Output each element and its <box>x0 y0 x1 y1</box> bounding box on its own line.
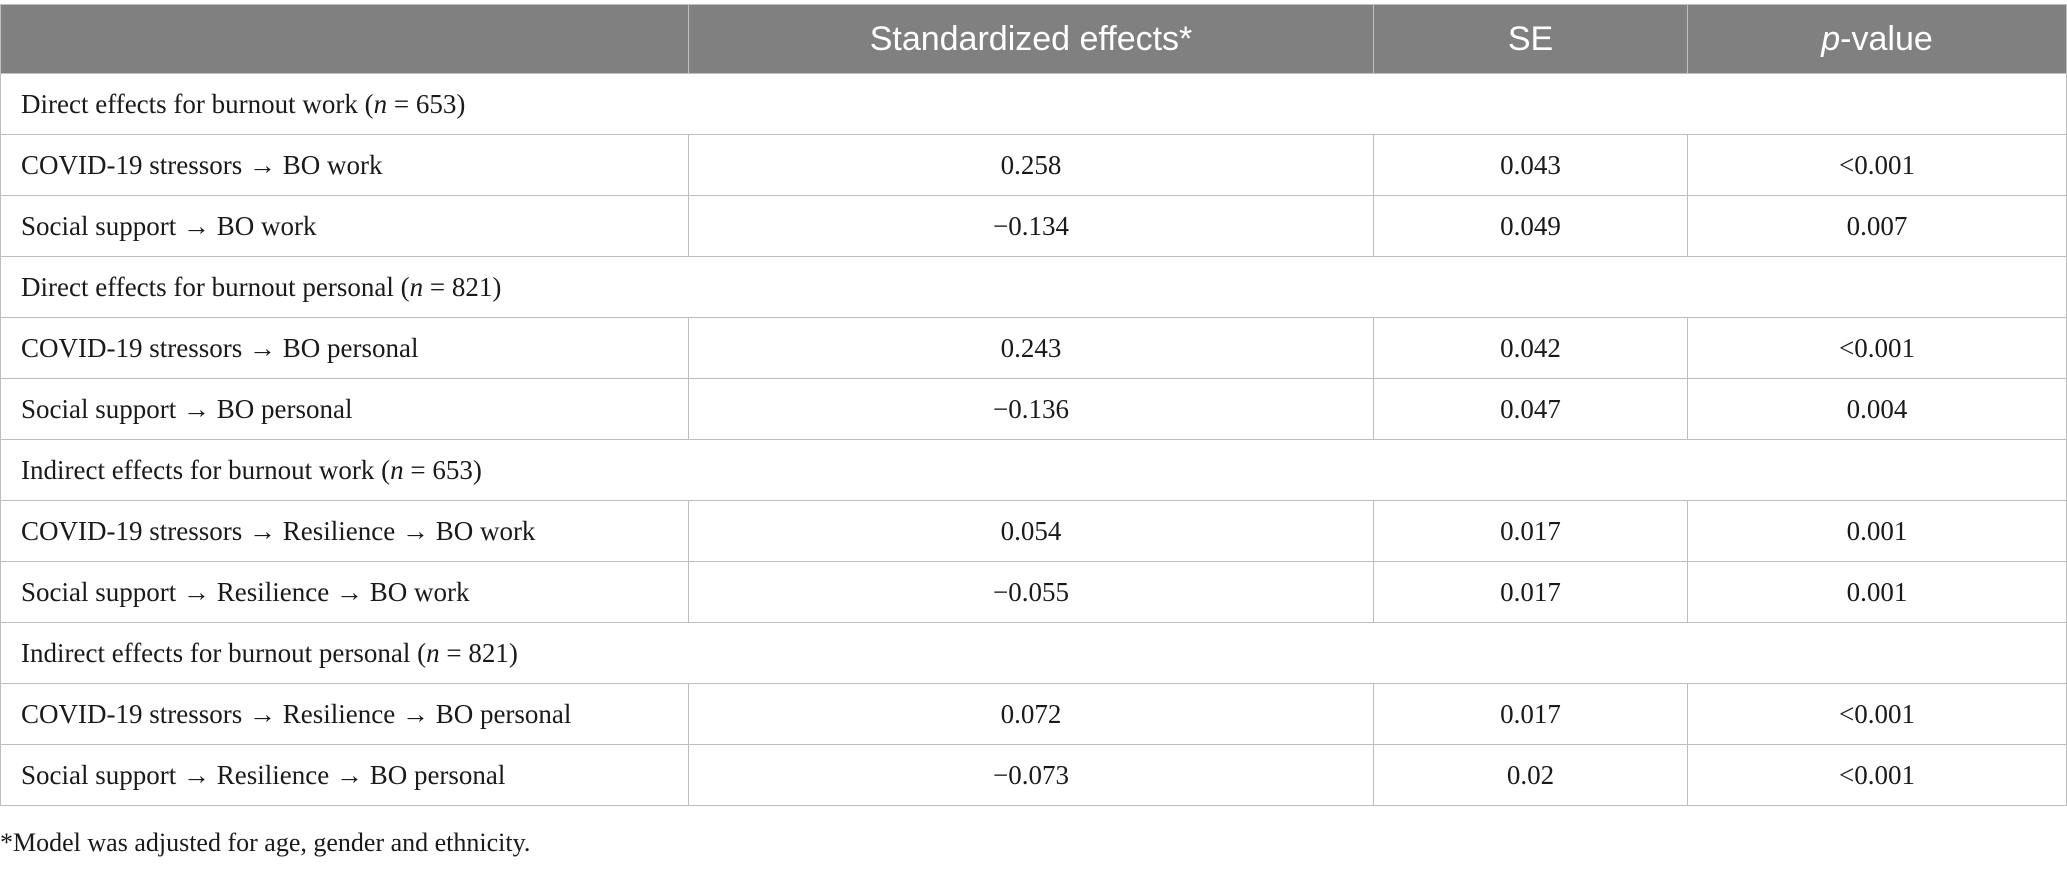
results-table: Standardized effects* SE p-value Direct … <box>0 4 2067 806</box>
table-body: Direct effects for burnout work (n = 653… <box>0 73 2067 806</box>
p-value: 0.007 <box>1687 195 2067 257</box>
p-value: <0.001 <box>1687 744 2067 806</box>
n-symbol: n <box>390 454 404 485</box>
n-value: = 653) <box>403 454 482 485</box>
header-p-symbol: p <box>1821 19 1841 58</box>
section-title-text: Indirect effects for burnout personal ( <box>21 637 427 668</box>
header-p-value: p-value <box>1687 4 2067 74</box>
table-row: Social support → BO personal −0.136 0.04… <box>0 378 2067 440</box>
effect-value: −0.136 <box>688 378 1374 440</box>
table-footnote: *Model was adjusted for age, gender and … <box>0 828 531 857</box>
path-label: COVID-19 stressors → BO work <box>0 134 689 196</box>
p-value: <0.001 <box>1687 134 2067 196</box>
n-symbol: n <box>373 88 388 119</box>
section-row: Indirect effects for burnout work (n = 6… <box>0 439 2067 501</box>
section-title: Direct effects for burnout personal (n =… <box>0 256 2067 318</box>
p-value: 0.001 <box>1687 561 2067 623</box>
se-value: 0.017 <box>1373 500 1688 562</box>
n-symbol: n <box>409 271 424 302</box>
header-p-suffix: -value <box>1840 19 1933 58</box>
effect-value: 0.243 <box>688 317 1374 379</box>
p-value: <0.001 <box>1687 317 2067 379</box>
se-value: 0.042 <box>1373 317 1688 379</box>
path-label: COVID-19 stressors → Resilience → BO per… <box>0 683 689 745</box>
section-title-text: Direct effects for burnout personal ( <box>21 271 410 302</box>
effect-value: 0.054 <box>688 500 1374 562</box>
table-row: Social support → BO work −0.134 0.049 0.… <box>0 195 2067 257</box>
p-value: <0.001 <box>1687 683 2067 745</box>
table-row: COVID-19 stressors → Resilience → BO per… <box>0 683 2067 745</box>
p-value: 0.004 <box>1687 378 2067 440</box>
p-value: 0.001 <box>1687 500 2067 562</box>
path-label: COVID-19 stressors → BO personal <box>0 317 689 379</box>
se-value: 0.017 <box>1373 561 1688 623</box>
table-header-row: Standardized effects* SE p-value <box>0 4 2067 74</box>
se-value: 0.043 <box>1373 134 1688 196</box>
header-label <box>0 4 689 74</box>
table-row: COVID-19 stressors → BO personal 0.243 0… <box>0 317 2067 379</box>
table-row: Social support → Resilience → BO work −0… <box>0 561 2067 623</box>
effect-value: −0.055 <box>688 561 1374 623</box>
table-row: COVID-19 stressors → Resilience → BO wor… <box>0 500 2067 562</box>
n-value: = 821) <box>423 271 502 302</box>
path-label: Social support → BO work <box>0 195 689 257</box>
header-standardized-effects: Standardized effects* <box>688 4 1374 74</box>
table-row: Social support → Resilience → BO persona… <box>0 744 2067 806</box>
n-value: = 821) <box>439 637 518 668</box>
section-row: Direct effects for burnout work (n = 653… <box>0 73 2067 135</box>
path-label: Social support → BO personal <box>0 378 689 440</box>
effect-value: 0.072 <box>688 683 1374 745</box>
n-symbol: n <box>426 637 440 668</box>
section-row: Direct effects for burnout personal (n =… <box>0 256 2067 318</box>
table-row: COVID-19 stressors → BO work 0.258 0.043… <box>0 134 2067 196</box>
effect-value: −0.073 <box>688 744 1374 806</box>
se-value: 0.017 <box>1373 683 1688 745</box>
effect-value: 0.258 <box>688 134 1374 196</box>
section-title-text: Indirect effects for burnout work ( <box>21 454 391 485</box>
section-title-text: Direct effects for burnout work ( <box>21 88 374 119</box>
path-label: Social support → Resilience → BO work <box>0 561 689 623</box>
se-value: 0.049 <box>1373 195 1688 257</box>
se-value: 0.047 <box>1373 378 1688 440</box>
n-value: = 653) <box>387 88 466 119</box>
effect-value: −0.134 <box>688 195 1374 257</box>
section-row: Indirect effects for burnout personal (n… <box>0 622 2067 684</box>
path-label: COVID-19 stressors → Resilience → BO wor… <box>0 500 689 562</box>
section-title: Indirect effects for burnout work (n = 6… <box>0 439 2067 501</box>
section-title: Direct effects for burnout work (n = 653… <box>0 73 2067 135</box>
se-value: 0.02 <box>1373 744 1688 806</box>
section-title: Indirect effects for burnout personal (n… <box>0 622 2067 684</box>
header-se: SE <box>1373 4 1688 74</box>
path-label: Social support → Resilience → BO persona… <box>0 744 689 806</box>
